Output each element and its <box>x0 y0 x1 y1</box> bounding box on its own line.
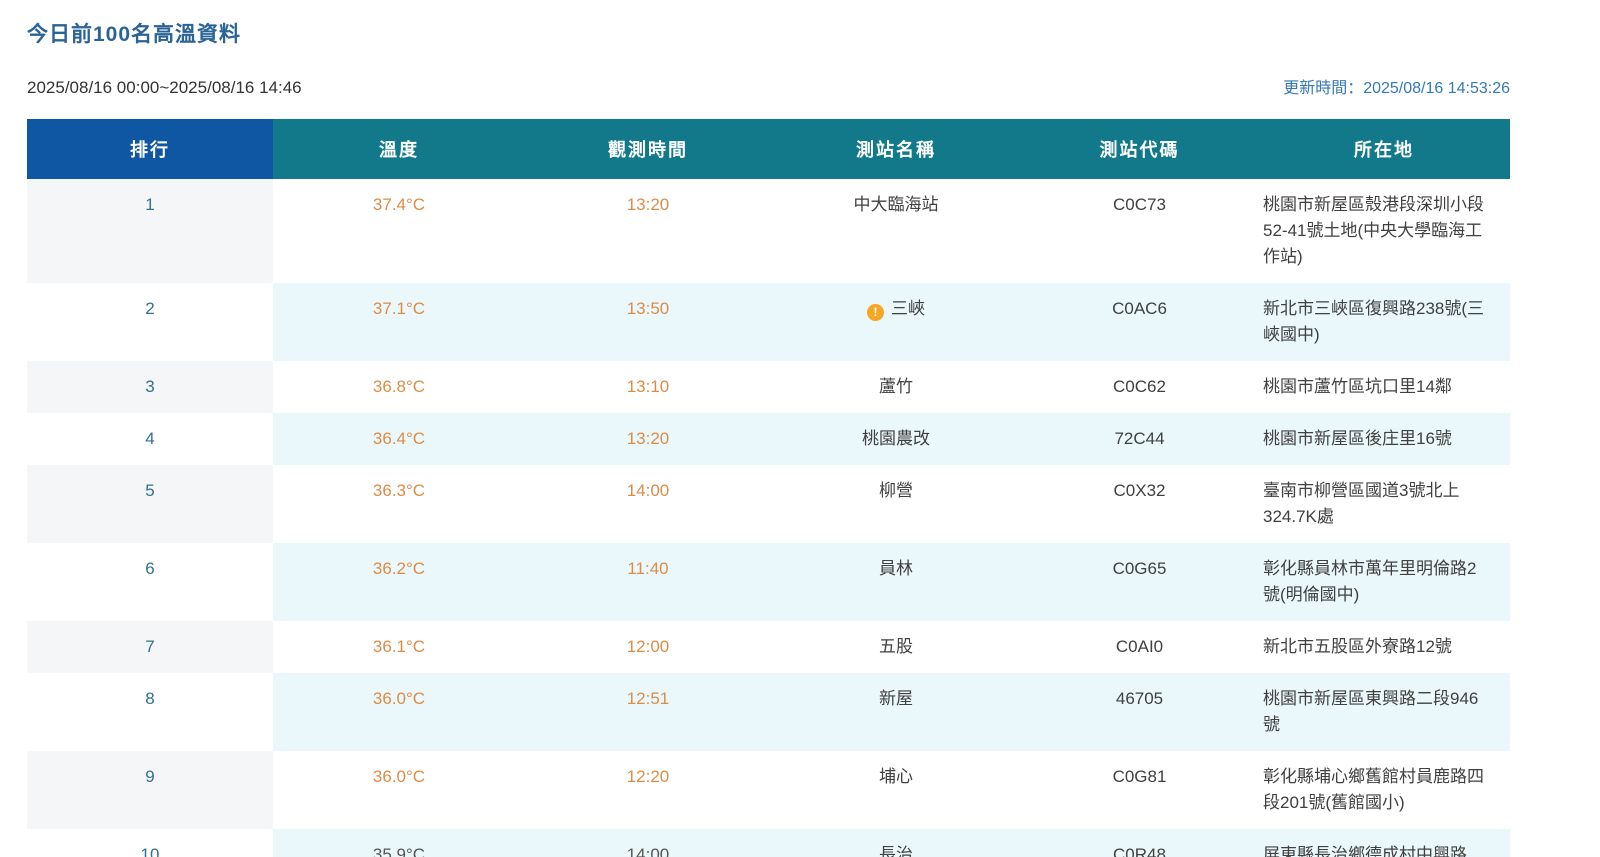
high-temp-table: 排行 溫度 觀測時間 測站名稱 測站代碼 所在地 1 37.4°C 13:20 … <box>27 119 1510 857</box>
location-cell: 新北市五股區外寮路12號 <box>1258 621 1510 673</box>
rank-cell: 6 <box>27 543 273 621</box>
station-name-text: 桃園農改 <box>862 429 930 448</box>
rank-cell: 4 <box>27 413 273 465</box>
station-name-text: 員林 <box>879 559 913 578</box>
obs-time-cell: 14:00 <box>525 829 771 857</box>
station-name-text: 三峽 <box>891 299 925 318</box>
table-row: 2 37.1°C 13:50 ! 三峽 C0AC6 新北市三峽區復興路238號(三… <box>27 283 1510 361</box>
station-code-cell: C0C62 <box>1021 361 1258 413</box>
obs-time-cell: 14:00 <box>525 465 771 543</box>
table-row: 10 35.9°C 14:00 長治 C0R48 屏東縣長治鄉德成村中興路572… <box>27 829 1510 857</box>
station-name-text: 新屋 <box>879 689 913 708</box>
temperature-cell: 36.4°C <box>273 413 525 465</box>
station-name-cell: 埔心 <box>771 751 1021 829</box>
obs-time-cell: 11:40 <box>525 543 771 621</box>
rank-cell: 9 <box>27 751 273 829</box>
station-name-text: 五股 <box>879 637 913 656</box>
column-header-station-code[interactable]: 測站代碼 <box>1021 119 1258 179</box>
location-cell: 臺南市柳營區國道3號北上324.7K處 <box>1258 465 1510 543</box>
station-code-cell: 72C44 <box>1021 413 1258 465</box>
location-cell: 桃園市新屋區東興路二段946號 <box>1258 673 1510 751</box>
rank-cell: 1 <box>27 179 273 283</box>
location-cell: 桃園市新屋區後庄里16號 <box>1258 413 1510 465</box>
obs-time-cell: 13:50 <box>525 283 771 361</box>
station-code-cell: C0G81 <box>1021 751 1258 829</box>
station-code-cell: C0C73 <box>1021 179 1258 283</box>
station-name-cell: 柳營 <box>771 465 1021 543</box>
station-code-cell: C0AC6 <box>1021 283 1258 361</box>
station-name-text: 柳營 <box>879 481 913 500</box>
table-row: 4 36.4°C 13:20 桃園農改 72C44 桃園市新屋區後庄里16號 <box>27 413 1510 465</box>
rank-cell: 2 <box>27 283 273 361</box>
station-code-cell: 46705 <box>1021 673 1258 751</box>
column-header-location[interactable]: 所在地 <box>1258 119 1510 179</box>
location-cell: 屏東縣長治鄉德成村中興路572-1號(長治消防分隊) <box>1258 829 1510 857</box>
station-name-text: 長治 <box>879 845 913 857</box>
table-row: 5 36.3°C 14:00 柳營 C0X32 臺南市柳營區國道3號北上324.… <box>27 465 1510 543</box>
station-name-cell: 桃園農改 <box>771 413 1021 465</box>
station-name-cell: 員林 <box>771 543 1021 621</box>
station-name-cell: ! 三峽 <box>771 283 1021 361</box>
location-cell: 彰化縣員林市萬年里明倫路2號(明倫國中) <box>1258 543 1510 621</box>
rank-cell: 5 <box>27 465 273 543</box>
temperature-cell: 36.8°C <box>273 361 525 413</box>
obs-time-cell: 12:51 <box>525 673 771 751</box>
location-cell: 彰化縣埔心鄉舊館村員鹿路四段201號(舊館國小) <box>1258 751 1510 829</box>
column-header-temperature[interactable]: 溫度 <box>273 119 525 179</box>
station-name-cell: 新屋 <box>771 673 1021 751</box>
rank-cell: 3 <box>27 361 273 413</box>
temperature-cell: 35.9°C <box>273 829 525 857</box>
temperature-cell: 37.1°C <box>273 283 525 361</box>
rank-cell: 7 <box>27 621 273 673</box>
temperature-cell: 36.0°C <box>273 751 525 829</box>
temperature-cell: 36.3°C <box>273 465 525 543</box>
meta-row: 2025/08/16 00:00~2025/08/16 14:46 更新時間：2… <box>27 74 1510 98</box>
table-row: 9 36.0°C 12:20 埔心 C0G81 彰化縣埔心鄉舊館村員鹿路四段20… <box>27 751 1510 829</box>
table-row: 7 36.1°C 12:00 五股 C0AI0 新北市五股區外寮路12號 <box>27 621 1510 673</box>
obs-time-cell: 12:20 <box>525 751 771 829</box>
location-cell: 桃園市新屋區殼港段深圳小段52-41號土地(中央大學臨海工作站) <box>1258 179 1510 283</box>
temperature-cell: 36.2°C <box>273 543 525 621</box>
station-name-text: 埔心 <box>879 767 913 786</box>
obs-time-cell: 12:00 <box>525 621 771 673</box>
temperature-cell: 36.1°C <box>273 621 525 673</box>
obs-time-cell: 13:20 <box>525 179 771 283</box>
station-code-cell: C0AI0 <box>1021 621 1258 673</box>
station-name-cell: 中大臨海站 <box>771 179 1021 283</box>
page-title: 今日前100名高溫資料 <box>27 23 242 46</box>
location-cell: 桃園市蘆竹區坑口里14鄰 <box>1258 361 1510 413</box>
station-name-cell: 蘆竹 <box>771 361 1021 413</box>
location-cell: 新北市三峽區復興路238號(三峽國中) <box>1258 283 1510 361</box>
temperature-cell: 37.4°C <box>273 179 525 283</box>
column-header-obs-time[interactable]: 觀測時間 <box>525 119 771 179</box>
obs-time-cell: 13:20 <box>525 413 771 465</box>
warning-icon[interactable]: ! <box>867 304 884 321</box>
station-name-text: 蘆竹 <box>879 377 913 396</box>
table-row: 3 36.8°C 13:10 蘆竹 C0C62 桃園市蘆竹區坑口里14鄰 <box>27 361 1510 413</box>
station-code-cell: C0X32 <box>1021 465 1258 543</box>
table-row: 1 37.4°C 13:20 中大臨海站 C0C73 桃園市新屋區殼港段深圳小段… <box>27 179 1510 283</box>
obs-time-cell: 13:10 <box>525 361 771 413</box>
rank-cell: 10 <box>27 829 273 857</box>
rank-cell: 8 <box>27 673 273 751</box>
temperature-cell: 36.0°C <box>273 673 525 751</box>
column-header-rank[interactable]: 排行 <box>27 119 273 179</box>
table-row: 8 36.0°C 12:51 新屋 46705 桃園市新屋區東興路二段946號 <box>27 673 1510 751</box>
table-row: 6 36.2°C 11:40 員林 C0G65 彰化縣員林市萬年里明倫路2號(明… <box>27 543 1510 621</box>
date-range-text: 2025/08/16 00:00~2025/08/16 14:46 <box>27 78 302 97</box>
table-header-row: 排行 溫度 觀測時間 測站名稱 測站代碼 所在地 <box>27 119 1510 179</box>
station-code-cell: C0G65 <box>1021 543 1258 621</box>
station-name-text: 中大臨海站 <box>853 195 939 214</box>
update-time-text: 更新時間：2025/08/16 14:53:26 <box>1283 80 1510 97</box>
column-header-station-name[interactable]: 測站名稱 <box>771 119 1021 179</box>
station-name-cell: 長治 <box>771 829 1021 857</box>
station-code-cell: C0R48 <box>1021 829 1258 857</box>
station-name-cell: 五股 <box>771 621 1021 673</box>
